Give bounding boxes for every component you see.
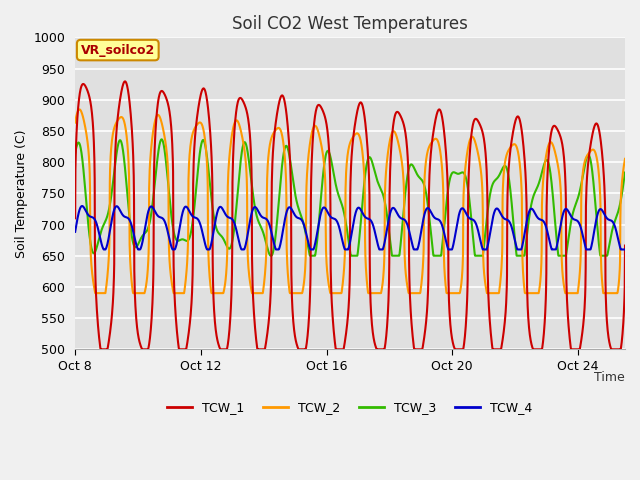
TCW_1 [621, 243, 629, 249]
Title: Soil CO2 West Temperatures: Soil CO2 West Temperatures [232, 15, 468, 33]
TCW_4 [605, 217, 613, 223]
TCW_3 [324, 148, 332, 154]
TCW_1 [605, 339, 613, 345]
TCW_3 [339, 206, 347, 212]
TCW_1 [505, 166, 513, 171]
TCW_1 [71, 216, 79, 221]
TCW_3 [267, 253, 275, 259]
TCW_2 [100, 290, 108, 296]
Line: TCW_1: TCW_1 [75, 82, 625, 349]
TCW_1 [121, 79, 129, 84]
TCW_2 [324, 280, 332, 286]
TCW_1 [339, 347, 347, 352]
TCW_3 [99, 223, 107, 228]
TCW_2 [605, 290, 613, 296]
TCW_4 [100, 247, 108, 252]
TCW_4 [339, 240, 347, 246]
TCW_4 [71, 229, 79, 235]
TCW_3 [621, 169, 629, 175]
Legend: TCW_1, TCW_2, TCW_3, TCW_4: TCW_1, TCW_2, TCW_3, TCW_4 [163, 396, 538, 419]
TCW_1 [605, 341, 613, 347]
TCW_3 [605, 240, 613, 246]
TCW_3 [505, 174, 513, 180]
TCW_4 [324, 211, 332, 216]
Text: Time: Time [595, 371, 625, 384]
TCW_1 [100, 347, 108, 352]
TCW_4 [100, 246, 108, 252]
TCW_2 [621, 156, 629, 162]
TCW_3 [157, 136, 165, 142]
TCW_4 [78, 203, 86, 209]
TCW_2 [71, 120, 79, 125]
Text: VR_soilco2: VR_soilco2 [81, 44, 155, 57]
TCW_3 [605, 241, 613, 247]
TCW_1 [324, 139, 332, 144]
TCW_4 [621, 247, 629, 252]
TCW_2 [505, 147, 513, 153]
TCW_2 [605, 290, 613, 296]
TCW_4 [605, 217, 613, 223]
TCW_1 [97, 347, 104, 352]
TCW_2 [92, 290, 99, 296]
Line: TCW_4: TCW_4 [75, 206, 625, 250]
TCW_2 [339, 277, 347, 283]
Line: TCW_2: TCW_2 [75, 109, 625, 293]
Y-axis label: Soil Temperature (C): Soil Temperature (C) [15, 129, 28, 258]
TCW_3 [71, 151, 79, 156]
TCW_2 [76, 107, 83, 112]
Line: TCW_3: TCW_3 [75, 139, 625, 256]
TCW_4 [505, 218, 513, 224]
